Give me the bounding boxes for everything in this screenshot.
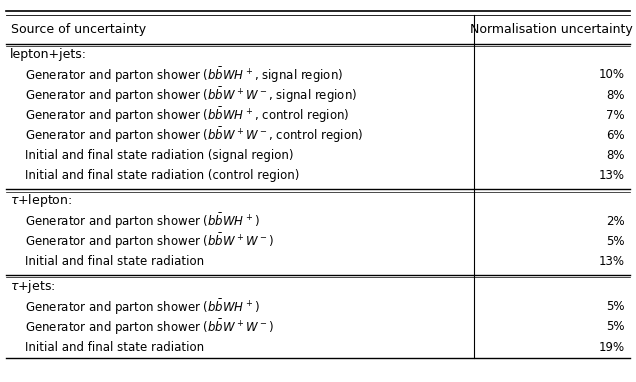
Text: Initial and final state radiation: Initial and final state radiation [25,341,205,354]
Text: Generator and parton shower ($b\bar{b}WH^+$, control region): Generator and parton shower ($b\bar{b}WH… [25,105,350,125]
Text: 2%: 2% [606,215,625,228]
Text: Generator and parton shower ($b\bar{b}WH^+$): Generator and parton shower ($b\bar{b}WH… [25,211,260,231]
Text: 10%: 10% [598,68,625,81]
Text: 6%: 6% [606,129,625,142]
Text: Generator and parton shower ($b\bar{b}WH^+$, signal region): Generator and parton shower ($b\bar{b}WH… [25,65,343,85]
Text: 13%: 13% [598,255,625,268]
Text: Source of uncertainty: Source of uncertainty [11,23,146,36]
Text: Generator and parton shower ($b\bar{b}W^+W^-$): Generator and parton shower ($b\bar{b}W^… [25,231,274,251]
Text: 5%: 5% [606,235,625,248]
Text: Initial and final state radiation: Initial and final state radiation [25,255,205,268]
Text: 5%: 5% [606,320,625,333]
Text: 5%: 5% [606,300,625,313]
Text: lepton+jets:: lepton+jets: [10,48,86,61]
Text: Generator and parton shower ($b\bar{b}W^+W^-$, signal region): Generator and parton shower ($b\bar{b}W^… [25,86,357,105]
Text: Generator and parton shower ($b\bar{b}W^+W^-$, control region): Generator and parton shower ($b\bar{b}W^… [25,126,364,145]
Text: 13%: 13% [598,169,625,182]
Text: 8%: 8% [606,89,625,102]
Text: Generator and parton shower ($b\bar{b}W^+W^-$): Generator and parton shower ($b\bar{b}W^… [25,317,274,337]
Text: $\tau$+jets:: $\tau$+jets: [10,278,55,295]
Text: Initial and final state radiation (signal region): Initial and final state radiation (signa… [25,149,294,162]
Text: Initial and final state radiation (control region): Initial and final state radiation (contr… [25,169,300,182]
Text: Generator and parton shower ($b\bar{b}WH^+$): Generator and parton shower ($b\bar{b}WH… [25,297,260,317]
Text: $\tau$+lepton:: $\tau$+lepton: [10,193,72,209]
Text: 19%: 19% [598,341,625,354]
Text: 8%: 8% [606,149,625,162]
Text: 7%: 7% [606,109,625,122]
Text: Normalisation uncertainty: Normalisation uncertainty [471,23,633,36]
